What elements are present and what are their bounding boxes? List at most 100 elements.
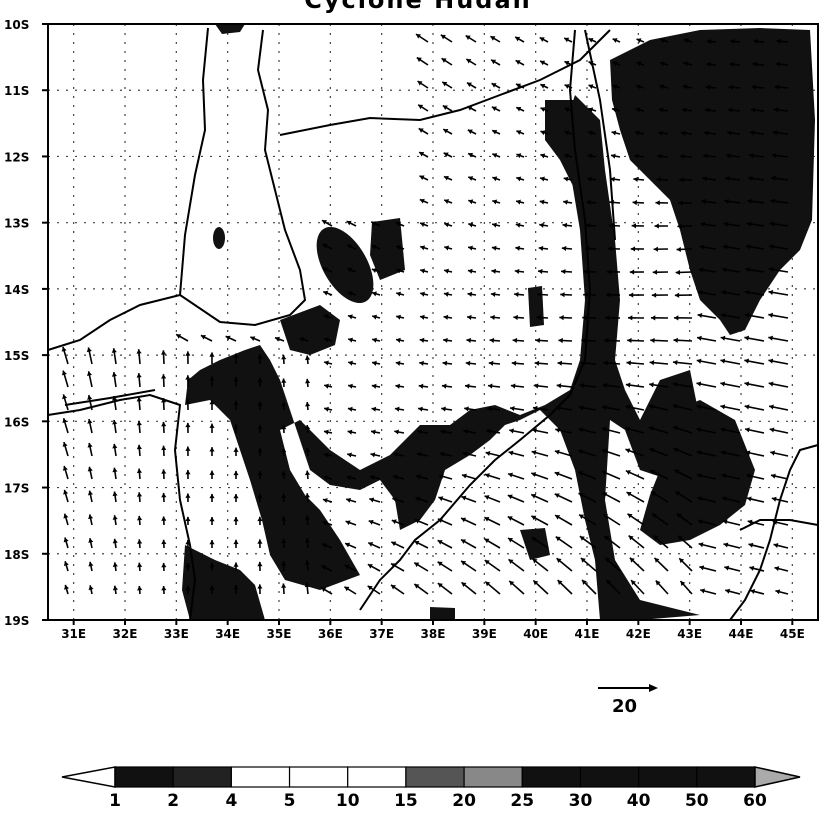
wind-arrow — [438, 474, 453, 480]
wind-arrow — [605, 315, 621, 321]
wind-arrow — [418, 151, 429, 158]
wind-arrow — [209, 376, 215, 388]
wind-arrow — [305, 378, 311, 388]
wind-arrow — [601, 426, 621, 434]
wind-arrow — [281, 516, 287, 526]
wind-arrow — [438, 496, 453, 503]
wind-arrow — [370, 429, 381, 435]
wind-arrow — [768, 312, 789, 319]
lat-tick-label: 16S — [4, 415, 29, 429]
colorbar-box — [114, 766, 174, 788]
wind-arrow — [464, 383, 477, 389]
wind-arrow — [419, 245, 429, 251]
wind-arrow — [323, 360, 333, 366]
wind-arrow — [745, 473, 765, 480]
wind-arrow — [417, 80, 429, 89]
wind-arrow — [281, 401, 287, 411]
wind-arrow — [371, 383, 381, 389]
wind-arrow — [62, 394, 69, 411]
wind-arrow — [323, 314, 333, 320]
wind-arrow — [347, 429, 357, 435]
wind-arrow — [649, 447, 669, 457]
wind-arrow — [490, 59, 501, 66]
wind-arrow — [371, 360, 381, 366]
wind-arrow — [161, 539, 167, 549]
wind-arrow — [395, 245, 405, 250]
wind-arrow — [769, 244, 789, 250]
lat-tick-label: 15S — [4, 349, 29, 363]
wind-arrow — [748, 153, 765, 159]
wind-arrow — [63, 537, 69, 549]
wind-arrow — [651, 315, 669, 321]
wind-arrow — [532, 405, 549, 411]
wind-arrow — [112, 515, 118, 526]
wind-arrow — [625, 469, 645, 480]
wind-arrow — [720, 427, 741, 434]
wind-arrow — [601, 448, 621, 457]
wind-arrow — [673, 447, 693, 457]
wind-arrow — [62, 465, 69, 480]
wind-arrow — [161, 445, 167, 457]
wind-arrow — [485, 451, 501, 457]
wind-arrow — [444, 222, 453, 228]
wind-arrow — [467, 105, 477, 112]
wind-arrow — [305, 447, 311, 457]
wind-arrow — [705, 84, 717, 90]
wind-arrow — [137, 585, 143, 595]
wind-arrow — [560, 292, 573, 298]
wind-arrow — [112, 443, 118, 457]
wind-arrow — [531, 450, 549, 457]
wind-arrow — [371, 406, 381, 412]
wind-arrow — [369, 497, 381, 503]
wind-arrow — [601, 470, 621, 480]
wind-arrow — [390, 562, 405, 572]
wind-arrow — [233, 470, 239, 480]
wind-arrow — [606, 292, 621, 298]
wind-arrow — [561, 245, 573, 252]
wind-arrow — [677, 535, 693, 549]
wind-arrow — [320, 586, 333, 595]
wind-arrow — [437, 561, 453, 572]
wind-arrow — [464, 406, 477, 412]
wind-arrow — [540, 153, 549, 159]
wind-arrow — [602, 382, 621, 388]
wind-arrow — [604, 337, 621, 344]
wind-arrow — [161, 585, 167, 595]
wind-arrow — [683, 38, 693, 44]
wind-arrow — [609, 199, 621, 205]
wind-arrow — [487, 383, 501, 389]
wind-arrow — [555, 536, 573, 549]
wind-arrow — [768, 381, 789, 388]
wind-arrow — [281, 583, 287, 595]
wind-arrow — [257, 561, 263, 572]
wind-arrow — [441, 383, 453, 389]
wind-arrow — [468, 222, 477, 228]
colorbar-box — [230, 766, 291, 788]
wind-arrow — [161, 492, 167, 503]
wind-arrow — [439, 451, 453, 457]
wind-arrow — [367, 563, 381, 572]
wind-arrow — [507, 472, 525, 480]
wind-arrow — [137, 562, 143, 572]
wind-arrow — [772, 519, 789, 526]
wind-arrow — [584, 269, 597, 275]
wind-arrow — [185, 539, 191, 549]
wind-arrow — [441, 57, 453, 66]
wind-arrow — [770, 198, 789, 204]
colorbar-label: 30 — [569, 791, 593, 811]
wind-arrow — [257, 424, 263, 434]
wind-arrow — [209, 423, 215, 434]
wind-arrow — [304, 493, 311, 503]
wind-arrow — [588, 61, 597, 66]
wind-arrow — [112, 491, 118, 503]
wind-arrow — [417, 429, 429, 435]
wind-arrow — [771, 152, 789, 159]
wind-arrow — [652, 269, 669, 275]
wind-arrow — [491, 268, 501, 274]
wind-arrow — [484, 580, 501, 595]
wind-arrow — [137, 539, 143, 549]
wind-arrow — [629, 557, 645, 572]
wind-arrow — [324, 383, 333, 389]
wind-arrow — [465, 360, 477, 366]
wind-arrow — [530, 493, 549, 503]
